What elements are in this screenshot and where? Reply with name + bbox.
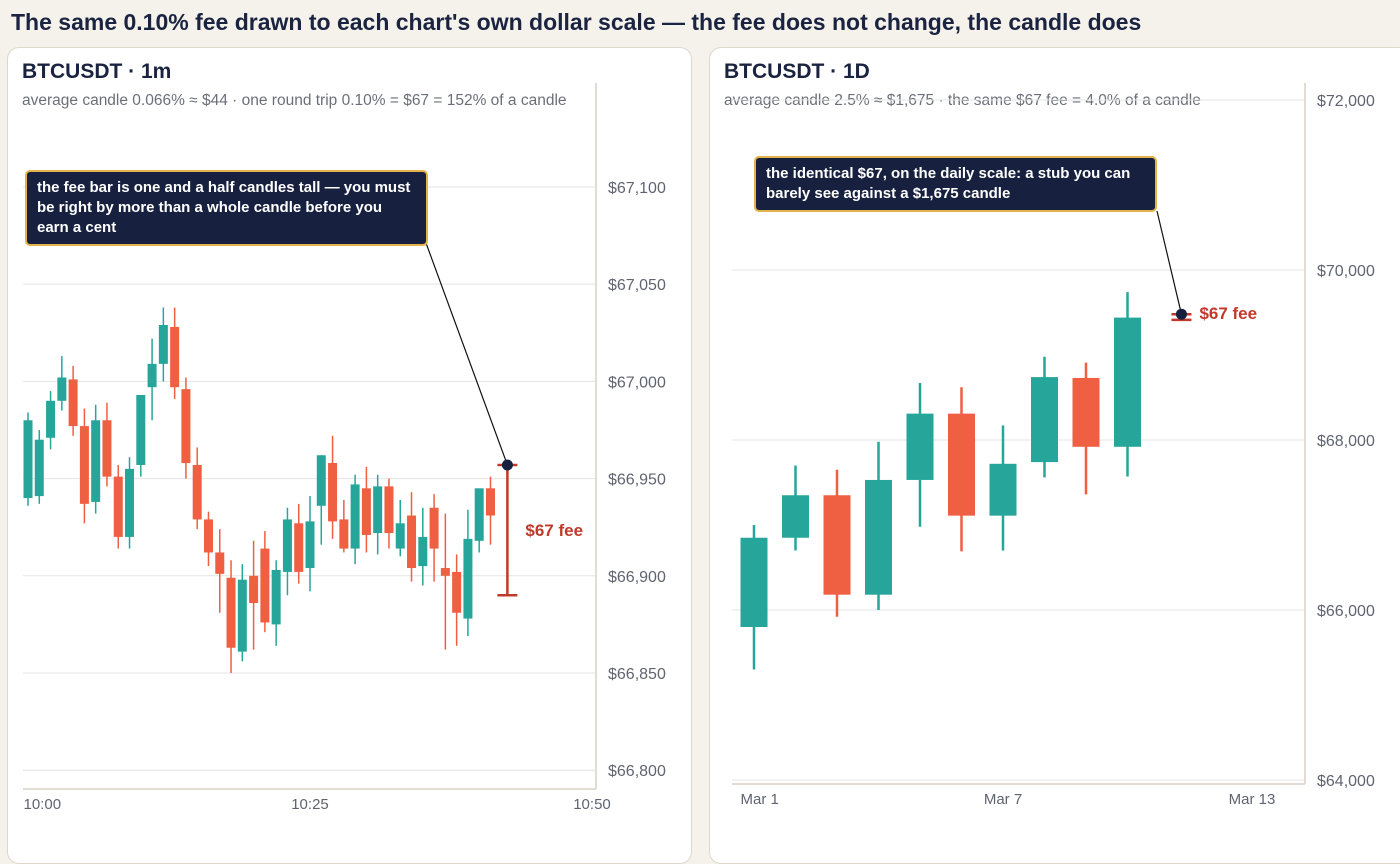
candle-down <box>102 420 112 477</box>
candle-down <box>440 568 450 576</box>
y-tick-label: $67,100 <box>608 180 666 197</box>
callout-dot <box>1175 308 1187 320</box>
callout-dot <box>501 459 513 471</box>
callout-connector <box>1156 210 1183 315</box>
candlestick-chart-1d: $64,000 $66,000 $68,000 $70,000 $72,000 Mar 1… <box>732 83 1375 808</box>
candle-up <box>316 455 326 506</box>
candle-up <box>147 363 157 388</box>
candle-up <box>865 479 892 595</box>
candle-up <box>136 394 146 465</box>
callout-connector <box>425 242 508 466</box>
x-tick-label: 10:25 <box>291 796 329 813</box>
candle-down <box>1072 377 1100 447</box>
x-tick-label: Mar 7 <box>984 791 1022 808</box>
chart-title: BTCUSDT · 1m <box>22 60 172 83</box>
y-tick-label: $66,800 <box>608 763 666 780</box>
candle-up <box>906 413 934 480</box>
candle-down <box>249 575 259 604</box>
candle-down <box>384 486 394 534</box>
candle-up <box>1114 317 1141 447</box>
candle-down <box>294 523 304 572</box>
fee-label: $67 fee <box>525 521 583 540</box>
candle-up <box>46 400 56 438</box>
candle-up <box>418 536 428 567</box>
candle-down <box>485 488 495 516</box>
candle-up <box>237 579 247 652</box>
fee-label: $67 fee <box>1199 304 1257 323</box>
y-tick-label: $70,000 <box>1317 263 1375 280</box>
candle-up <box>1031 377 1058 463</box>
candle-up <box>34 439 44 497</box>
candle-down <box>226 577 236 648</box>
candle-down <box>192 464 202 520</box>
candle-up <box>989 463 1017 516</box>
candle-up <box>740 537 768 627</box>
x-tick-label: Mar 1 <box>741 791 779 808</box>
candle-up <box>282 519 292 572</box>
candle-up <box>23 420 33 499</box>
y-tick-label: $72,000 <box>1317 93 1375 110</box>
candle-up <box>463 538 473 619</box>
fee-callout: the identical $67, on the daily scale: a… <box>754 156 1157 212</box>
candle-down <box>79 426 89 504</box>
y-tick-label: $67,050 <box>608 277 666 294</box>
candle-down <box>429 507 439 549</box>
y-tick-label: $68,000 <box>1317 433 1375 450</box>
candle-up <box>158 324 168 364</box>
candle-up <box>91 420 101 502</box>
candle-down <box>181 389 191 464</box>
x-tick-label: Mar 13 <box>1229 791 1276 808</box>
candle-up <box>350 484 360 549</box>
candle-down <box>113 476 123 537</box>
fee-callout: the fee bar is one and a half candles ta… <box>25 170 428 246</box>
candle-up <box>57 377 67 401</box>
candle-down <box>260 548 270 623</box>
candle-up <box>395 523 405 549</box>
candle-down <box>328 463 338 522</box>
y-tick-label: $66,850 <box>608 666 666 683</box>
candlestick-chart-1m: $66,800 $66,850 $66,900 $66,950 $67,000 $67,0… <box>23 83 666 813</box>
page-title: The same 0.10% fee drawn to each chart's… <box>11 9 1142 35</box>
candle-up <box>782 495 809 538</box>
y-tick-label: $66,900 <box>608 569 666 586</box>
chart-subtitle: average candle 0.066% ≈ $44 · one round … <box>22 92 567 109</box>
y-tick-label: $64,000 <box>1317 773 1375 790</box>
candle-down <box>203 519 213 553</box>
candle-down <box>452 571 462 613</box>
candle-up <box>373 486 383 534</box>
candle-down <box>339 519 349 549</box>
x-tick-label: 10:00 <box>24 796 62 813</box>
chart-panel-1m: BTCUSDT · 1m average candle 0.066% ≈ $44… <box>7 47 692 864</box>
candle-down <box>361 488 371 535</box>
y-tick-label: $66,950 <box>608 472 666 489</box>
candle-up <box>271 569 281 625</box>
y-tick-label: $67,000 <box>608 374 666 391</box>
candle-up <box>474 488 484 541</box>
candle-down <box>823 495 851 595</box>
candle-up <box>305 521 315 569</box>
candle-down <box>215 552 225 574</box>
y-tick-label: $66,000 <box>1317 603 1375 620</box>
candle-down <box>68 379 78 427</box>
x-tick-label: 10:50 <box>573 796 611 813</box>
candle-down <box>948 413 975 516</box>
candle-down <box>407 515 417 569</box>
chart-panel-1d: BTCUSDT · 1D average candle 2.5% ≈ $1,67… <box>709 47 1400 864</box>
candle-up <box>125 468 135 537</box>
chart-title: BTCUSDT · 1D <box>724 60 870 83</box>
candle-down <box>170 326 180 388</box>
